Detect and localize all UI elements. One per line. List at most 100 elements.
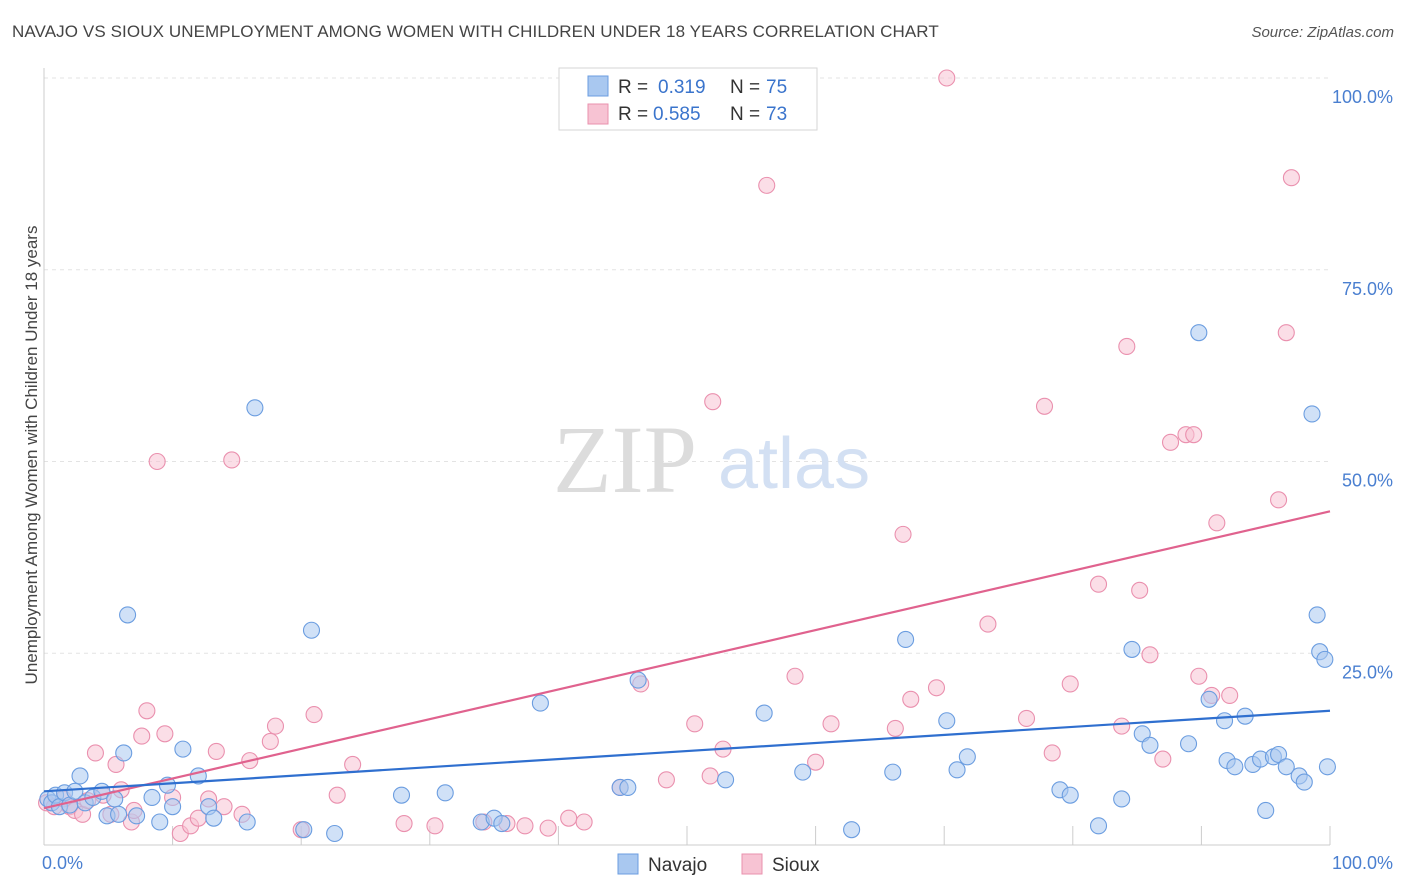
navajo-trend-line	[43, 709, 1331, 793]
navajo-point	[1308, 606, 1326, 624]
sioux-point	[894, 525, 912, 543]
sioux-point	[1113, 717, 1131, 735]
sioux-point	[1185, 426, 1203, 444]
watermark: ZIP atlas	[553, 406, 870, 513]
scatter-points	[38, 69, 1336, 843]
watermark-atlas: atlas	[718, 424, 870, 504]
sioux-point	[516, 817, 534, 835]
sioux-point	[1118, 337, 1136, 356]
sioux-point	[207, 742, 225, 760]
navajo-point	[1200, 690, 1218, 708]
y-tick-labels: 25.0% 50.0% 75.0% 100.0%	[1332, 87, 1393, 682]
bottom-legend-label-navajo: Navajo	[648, 855, 707, 876]
navajo-point	[1316, 650, 1334, 668]
y-tick-label: 75.0%	[1342, 279, 1393, 299]
sioux-point	[1035, 397, 1054, 415]
legend-r-label: R =	[618, 104, 648, 125]
sioux-point	[539, 819, 557, 837]
navajo-point	[755, 704, 773, 722]
legend-n-value: 73	[766, 104, 787, 125]
bottom-legend-swatch-navajo	[617, 853, 639, 875]
sioux-point	[1277, 324, 1295, 342]
sioux-point	[657, 771, 675, 789]
chart-title: NAVAJO VS SIOUX UNEMPLOYMENT AMONG WOMEN…	[12, 22, 939, 41]
navajo-point	[326, 824, 344, 843]
sioux-point	[1061, 675, 1079, 693]
sioux-point	[261, 732, 279, 751]
navajo-point	[128, 807, 146, 825]
sioux-point	[927, 679, 946, 697]
legend-swatch-navajo	[587, 75, 609, 97]
axes	[43, 68, 1331, 846]
legend-r-label: R =	[618, 77, 648, 98]
gridlines	[44, 77, 1330, 654]
navajo-point	[1318, 758, 1336, 776]
navajo-point	[897, 630, 915, 648]
navajo-point	[238, 813, 256, 831]
sioux-point	[223, 451, 241, 469]
y-tick-label: 100.0%	[1332, 87, 1393, 107]
navajo-point	[119, 606, 137, 624]
chart-source: Source: ZipAtlas.com	[1251, 24, 1394, 41]
sioux-point	[1282, 169, 1300, 187]
sioux-point	[575, 813, 593, 831]
navajo-point	[1123, 640, 1141, 658]
sioux-point	[938, 69, 956, 87]
navajo-point	[1179, 735, 1198, 753]
sioux-point	[979, 615, 997, 633]
sioux-point	[86, 744, 104, 762]
navajo-point	[392, 786, 411, 804]
sioux-point	[426, 817, 444, 835]
navajo-point	[717, 771, 735, 789]
sioux-point	[560, 809, 578, 827]
sioux-point	[902, 690, 920, 708]
sioux-point	[1089, 575, 1108, 593]
sioux-point	[1190, 667, 1208, 685]
sioux-point	[1043, 744, 1061, 762]
navajo-point	[629, 671, 647, 689]
sioux-point	[1017, 709, 1036, 727]
navajo-point	[1257, 801, 1275, 820]
bottom-legend-label-sioux: Sioux	[772, 855, 820, 876]
bottom-legend: Navajo Sioux	[617, 853, 820, 876]
navajo-point	[843, 821, 861, 839]
navajo-point	[493, 814, 511, 833]
navajo-point	[948, 761, 966, 779]
sioux-point	[328, 786, 346, 804]
navajo-point	[884, 763, 902, 781]
y-tick-label: 25.0%	[1342, 662, 1393, 682]
sioux-point	[305, 706, 323, 724]
navajo-point	[115, 744, 133, 762]
sioux-point	[822, 715, 840, 733]
x-tick-labels: 0.0% 100.0%	[42, 853, 1393, 873]
sioux-point	[701, 767, 719, 785]
navajo-point	[1303, 405, 1321, 423]
sioux-point	[138, 702, 156, 720]
sioux-point	[758, 176, 776, 194]
navajo-point	[1226, 758, 1244, 776]
navajo-point	[1277, 758, 1295, 776]
legend-r-value: 0.585	[653, 104, 701, 125]
sioux-point	[704, 393, 722, 411]
navajo-point	[958, 748, 976, 766]
navajo-point	[1270, 745, 1288, 764]
legend-n-label: N =	[730, 77, 760, 98]
sioux-point	[266, 717, 285, 735]
navajo-point	[174, 740, 192, 758]
sioux-point	[148, 452, 166, 471]
sioux-point	[156, 725, 174, 743]
sioux-point	[1154, 750, 1172, 768]
navajo-point	[1089, 817, 1108, 835]
navajo-point	[794, 763, 812, 781]
navajo-point	[164, 798, 182, 816]
sioux-point	[344, 755, 362, 774]
legend-r-value: 0.319	[658, 77, 706, 98]
sioux-point	[686, 715, 704, 733]
legend-n-value: 75	[766, 77, 787, 98]
sioux-point	[786, 667, 804, 685]
trend-lines	[43, 510, 1331, 810]
navajo-point	[1295, 773, 1313, 791]
navajo-point	[110, 805, 128, 823]
navajo-point	[246, 399, 264, 417]
